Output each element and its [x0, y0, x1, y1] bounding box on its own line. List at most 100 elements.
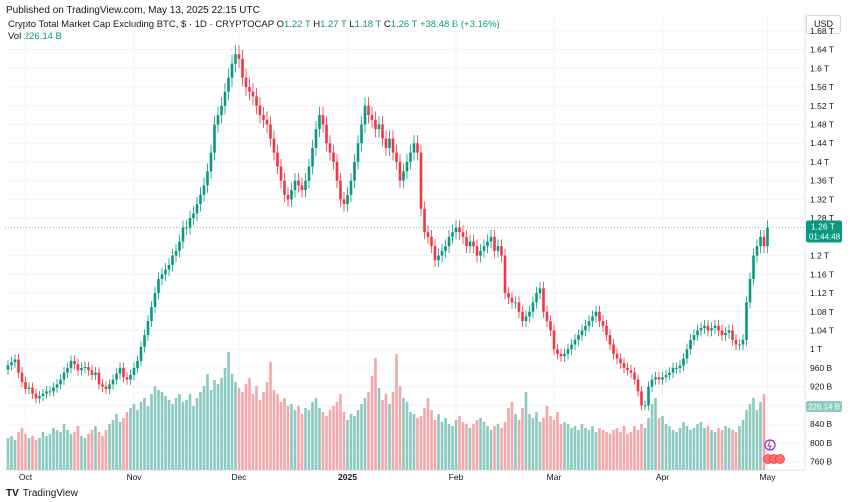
volume-bar — [139, 402, 143, 470]
volume-bar — [493, 426, 496, 470]
volume-bar — [510, 402, 514, 470]
candle-body — [304, 180, 307, 191]
candle-body — [507, 293, 510, 298]
candle-body — [405, 161, 409, 172]
candle-body — [440, 250, 444, 256]
volume-bar — [332, 406, 335, 470]
volume-bar — [27, 438, 31, 470]
price-badge — [806, 220, 842, 243]
candle-body — [52, 387, 55, 392]
candle-body — [227, 77, 230, 92]
volume-bar — [444, 418, 447, 470]
volume-bar — [104, 430, 108, 470]
volume-bar — [328, 410, 332, 470]
candle-body — [545, 311, 549, 322]
volume-bar — [692, 428, 696, 470]
candle-body — [664, 374, 668, 378]
volume-bar — [654, 398, 657, 470]
volume-bar — [696, 424, 699, 470]
volume-bar — [759, 402, 762, 470]
candle-body — [748, 278, 752, 303]
candle-body — [349, 180, 353, 195]
candle-body — [699, 328, 703, 331]
low-value: 1.18 T — [354, 19, 382, 30]
candle-body — [283, 180, 286, 195]
volume-bar — [731, 430, 734, 470]
volume-bar — [255, 386, 258, 470]
volume-bar — [626, 434, 629, 470]
volume-bar — [748, 404, 752, 470]
price-badge-value: 1.26 T — [811, 221, 835, 231]
volume-bar — [38, 438, 41, 470]
candle-body — [87, 367, 90, 371]
candle-body — [101, 384, 104, 387]
y-tick-label: 1.2 T — [810, 251, 829, 261]
candle-body — [538, 288, 542, 294]
y-tick-label: 800 B — [810, 438, 833, 448]
volume-bar — [605, 432, 608, 470]
price-badge-countdown: 01:44:48 — [809, 232, 841, 241]
volume-bar — [181, 402, 185, 470]
volume-bar — [153, 386, 157, 470]
y-tick-label: 1.64 T — [810, 45, 834, 55]
candle-body — [17, 359, 20, 373]
volume-bar — [111, 420, 115, 470]
volume-bar — [472, 424, 475, 470]
candle-body — [104, 386, 108, 390]
volume-bar — [619, 432, 622, 470]
candle-body — [717, 325, 720, 331]
volume-bar — [601, 430, 605, 470]
candle-body — [367, 105, 370, 116]
candle-body — [762, 236, 766, 247]
candle-body — [682, 358, 685, 366]
candle-body — [6, 365, 10, 370]
candle-body — [237, 54, 241, 59]
candle-body — [703, 325, 706, 329]
y-tick-label: 1.4 T — [810, 157, 829, 167]
volume-bar — [538, 422, 542, 470]
tradingview-logo[interactable]: TV TradingView — [6, 488, 78, 499]
candle-body — [447, 236, 451, 247]
candle-body — [132, 367, 136, 375]
volume-bar — [171, 404, 174, 470]
candle-body — [290, 190, 293, 200]
candle-body — [153, 293, 157, 308]
volume-bar — [136, 410, 139, 470]
volume-bar — [108, 424, 111, 470]
volume-bar — [594, 432, 598, 470]
volume-bar — [566, 424, 570, 470]
volume-bar — [377, 388, 381, 470]
candle-body — [759, 236, 762, 247]
y-tick-label: 760 B — [810, 457, 833, 467]
currency-button[interactable]: USD — [806, 15, 841, 34]
volume-bar — [668, 426, 671, 470]
volume-legend: Vol 226.14 B — [8, 31, 62, 42]
candle-body — [542, 288, 545, 312]
candle-body — [580, 330, 584, 336]
close-value: 1.26 T — [390, 19, 418, 30]
volume-bar — [34, 440, 38, 470]
x-tick-label: Nov — [126, 472, 142, 482]
volume-bar — [580, 424, 584, 470]
candle-body — [472, 241, 475, 247]
candle-body — [276, 152, 279, 167]
candle-body — [398, 161, 402, 181]
candle-body — [619, 358, 622, 364]
volume-bar — [48, 434, 52, 470]
volume-bar — [587, 430, 591, 470]
volume-bar — [405, 402, 409, 470]
candle-body — [566, 349, 570, 354]
volume-bar — [598, 428, 601, 470]
candle-body — [640, 391, 643, 406]
candle-body — [556, 349, 559, 354]
candle-body — [13, 359, 17, 363]
candle-body — [167, 264, 171, 270]
volume-bar — [69, 434, 73, 470]
volume-bar — [531, 418, 535, 470]
candle-body — [370, 115, 374, 120]
candle-body — [475, 246, 479, 256]
volume-bar — [447, 424, 451, 470]
candle-body — [657, 377, 661, 380]
volume-bar — [307, 410, 311, 470]
